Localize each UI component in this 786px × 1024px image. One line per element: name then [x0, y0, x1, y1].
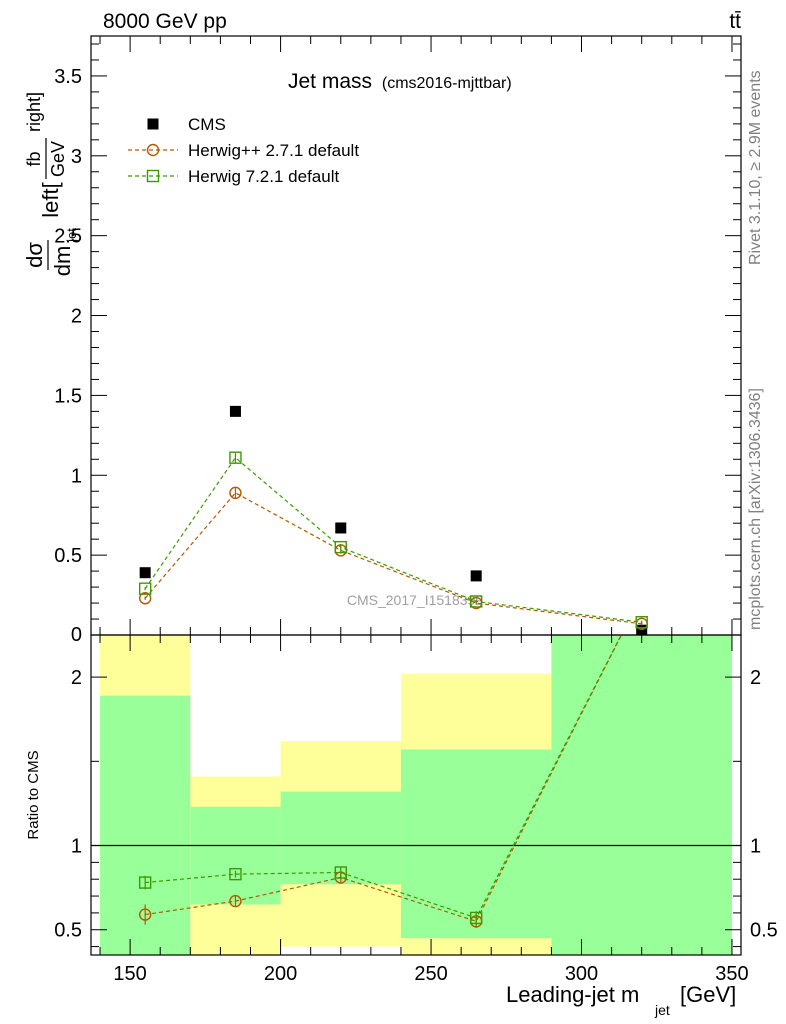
x-label-main: Leading-jet m [506, 982, 639, 1007]
y-label-fb: fb [24, 151, 44, 166]
y-tick-label-main: 2 [71, 306, 82, 328]
data-point [139, 567, 151, 579]
y-tick-label-ratio-left: 2 [71, 667, 82, 689]
header-left-label: 8000 GeV pp [103, 10, 227, 33]
ratio-data-point [229, 867, 242, 881]
ratio-band-green-3 [400, 749, 552, 939]
y-tick-label-ratio-right: 0.5 [750, 920, 778, 942]
y-tick-label-main-zero: 0 [71, 624, 82, 646]
x-tick-label: 300 [565, 963, 598, 985]
x-tick-label: 350 [715, 963, 748, 985]
y-tick-label-main: 3.5 [54, 66, 82, 88]
y-tick-label-main: 2.5 [54, 226, 82, 248]
ratio-y-axis-label: Ratio to CMS [25, 750, 42, 839]
data-point [636, 624, 648, 635]
legend-label: CMS [188, 115, 226, 134]
y-tick-label-ratio-left: 1 [71, 836, 82, 858]
ratio-uncertainty-bands [100, 635, 732, 955]
y-axis-label: dσ dm jet left[ fb GeV right] [22, 92, 79, 276]
y-label-dsigma: dσ [22, 242, 47, 268]
data-point [469, 595, 483, 608]
y-label-right: right] [24, 92, 44, 132]
ratio-band-green-1 [190, 806, 281, 905]
data-point [138, 592, 152, 605]
y-tick-label-ratio-left: 0.5 [54, 920, 82, 942]
ratio-plot-series [138, 635, 623, 929]
rivet-version-label: Rivet 3.1.10, ≥ 2.9M events [747, 70, 764, 265]
data-point [229, 451, 242, 464]
data-point [229, 405, 241, 417]
x-label-unit: [GeV] [680, 982, 736, 1007]
y-tick-label-main: 1 [71, 465, 82, 487]
data-point [635, 616, 648, 629]
analysis-watermark: CMS_2017_I1518399 [347, 592, 483, 608]
x-tick-label: 150 [113, 963, 146, 985]
x-tick-label: 250 [414, 963, 447, 985]
mcplots-reference-label: mcplots.cern.ch [arXiv:1306.3436] [747, 388, 764, 630]
plot-title-subtitle: (cms2016-mjttbar) [382, 75, 512, 92]
axis-ticks [91, 36, 741, 955]
x-label-jet-subscript: jet [654, 1002, 670, 1018]
legend-label: Herwig++ 2.7.1 default [188, 141, 359, 160]
x-tick-label: 200 [264, 963, 297, 985]
ratio-data-point [138, 876, 152, 889]
y-label-left: left[ [38, 182, 63, 217]
legend-marker [147, 118, 159, 130]
plot-title-main: Jet mass [288, 70, 372, 93]
y-tick-label-ratio-right: 2 [750, 667, 761, 689]
y-tick-label-main: 3 [71, 146, 82, 168]
legend-label: Herwig 7.2.1 default [188, 167, 339, 186]
ratio-band-green-4 [551, 635, 732, 955]
legend-marker [146, 143, 160, 157]
y-tick-label-main: 0.5 [54, 545, 82, 567]
y-label-dm: dm [50, 246, 75, 277]
ratio-panel-frame [90, 634, 742, 956]
y-tick-label-ratio-right: 1 [750, 836, 761, 858]
plot-title: Jet mass (cms2016-mjttbar) [288, 70, 512, 93]
y-tick-label-main: 1.5 [54, 385, 82, 407]
main-plot-series [138, 405, 648, 635]
legend: CMS Herwig++ 2.7.1 default Herwig 7.2.1 de… [128, 115, 359, 186]
ratio-data-point [229, 894, 242, 908]
legend-marker [146, 169, 160, 183]
series-line-1 [144, 492, 642, 625]
data-point [335, 522, 347, 534]
data-point [229, 486, 242, 500]
ratio-data-point [469, 911, 483, 925]
y-label-gev: GeV [48, 141, 68, 177]
y-label-jet-subscript: jet [64, 228, 79, 243]
data-point [470, 570, 482, 582]
ratio-data-point [138, 908, 152, 921]
data-point [334, 540, 347, 554]
header-right-label: tt̄ [729, 10, 741, 33]
data-point [138, 582, 152, 595]
x-axis-label: Leading-jet m jet [GeV] [506, 982, 736, 1018]
ratio-data-point [334, 866, 347, 879]
